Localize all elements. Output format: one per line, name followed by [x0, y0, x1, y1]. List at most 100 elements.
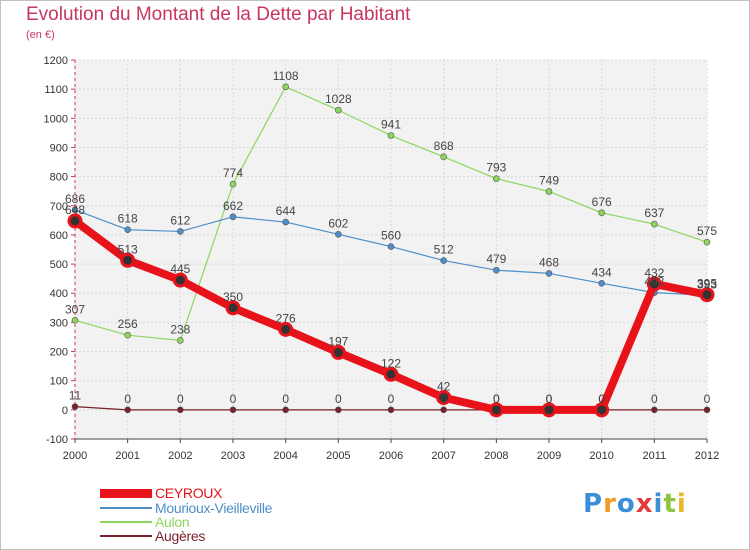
data-label-ceyroux: 0: [546, 392, 553, 406]
legend-item-aulon: Aulon: [100, 514, 190, 530]
data-point-aulon: [703, 238, 711, 246]
data-point-mourioux-vieilleville: [545, 270, 553, 277]
data-label-aulon: 774: [223, 166, 243, 180]
data-point-ceyroux: [225, 300, 241, 316]
data-label-aulon: 238: [170, 322, 190, 336]
y-tick-label: 700: [50, 201, 68, 213]
data-point-aulon: [124, 331, 131, 339]
proxiti-logo: Proxiti: [583, 489, 687, 519]
x-tick-label: 2005: [326, 450, 350, 462]
legend-label-augeres: Augères: [155, 528, 206, 544]
data-point-aug-res: [177, 406, 184, 414]
data-label-mourioux-vieilleville: 662: [223, 199, 243, 213]
data-label-aug-res: 0: [282, 392, 289, 406]
data-point-ceyroux: [120, 252, 136, 268]
data-label-mourioux-vieilleville: 560: [381, 229, 401, 243]
y-tick-label: -100: [46, 434, 68, 446]
legend-item-ceyroux: CEYROUX: [100, 485, 222, 501]
data-label-mourioux-vieilleville: 479: [486, 252, 506, 266]
data-point-ceyroux: [278, 321, 294, 337]
data-point-aug-res: [229, 406, 237, 414]
legend-swatch-mourioux-vieilleville: [100, 507, 152, 509]
data-label-ceyroux: 0: [598, 392, 605, 406]
y-tick-label: 600: [50, 230, 68, 242]
data-point-mourioux-vieilleville: [282, 218, 289, 226]
data-label-aug-res: 0: [124, 392, 131, 406]
data-point-mourioux-vieilleville: [598, 280, 605, 287]
data-label-mourioux-vieilleville: 468: [539, 255, 559, 269]
data-point-aulon: [651, 220, 658, 228]
data-point-mourioux-vieilleville: [124, 226, 131, 233]
data-point-ceyroux: [383, 366, 399, 382]
x-tick-label: 2003: [221, 450, 245, 462]
y-tick-label: 100: [50, 376, 68, 388]
logo-letter: P: [583, 489, 604, 519]
data-label-mourioux-vieilleville: 612: [170, 213, 190, 227]
data-point-aulon: [282, 83, 289, 91]
x-tick-label: 2001: [115, 450, 139, 462]
x-tick-label: 2008: [484, 450, 508, 462]
data-point-ceyroux: [646, 276, 662, 292]
data-point-aug-res: [282, 406, 289, 414]
x-tick-label: 2000: [63, 450, 87, 462]
data-label-aug-res: 0: [335, 392, 342, 406]
x-tick-label: 2012: [695, 450, 719, 462]
x-tick-label: 2009: [537, 450, 561, 462]
data-label-aug-res: 0: [704, 392, 711, 406]
data-point-ceyroux: [67, 213, 83, 229]
data-point-aug-res: [651, 406, 658, 414]
data-point-ceyroux: [488, 402, 504, 418]
data-label-aulon: 1028: [325, 92, 352, 106]
data-label-ceyroux: 42: [437, 380, 451, 394]
data-label-aug-res: 0: [493, 392, 500, 406]
data-label-aug-res: 0: [598, 392, 605, 406]
data-point-aug-res: [335, 406, 342, 414]
y-tick-label: 800: [50, 172, 68, 184]
data-label-ceyroux: 648: [65, 203, 85, 217]
data-point-ceyroux: [172, 272, 188, 288]
data-label-aug-res: 0: [546, 392, 553, 406]
data-label-aug-res: 11: [69, 389, 82, 403]
legend-swatch-aulon: [100, 521, 152, 523]
data-label-aug-res: 0: [388, 392, 395, 406]
data-point-mourioux-vieilleville: [229, 213, 237, 221]
legend-swatch-augeres: [100, 535, 152, 537]
data-point-ceyroux: [594, 402, 610, 418]
data-label-aulon: 749: [539, 173, 559, 187]
data-label-ceyroux: 0: [493, 392, 500, 406]
data-label-ceyroux: 350: [223, 290, 243, 304]
data-label-mourioux-vieilleville: 602: [328, 216, 348, 230]
data-point-aulon: [335, 106, 342, 114]
data-label-mourioux-vieilleville: 434: [592, 265, 612, 279]
y-tick-label: 1200: [44, 55, 68, 67]
logo-letter: t: [663, 489, 677, 519]
data-point-mourioux-vieilleville: [177, 228, 184, 235]
data-point-aulon: [71, 317, 79, 324]
data-label-ceyroux: 395: [697, 277, 717, 291]
data-point-ceyroux: [436, 390, 452, 406]
data-label-ceyroux: 197: [328, 334, 348, 348]
legend-label-mourioux-vieilleville: Mourioux-Vieilleville: [155, 500, 273, 516]
data-label-aug-res: 0: [177, 392, 184, 406]
logo-letter: o: [616, 489, 636, 519]
data-label-aulon: 256: [118, 317, 138, 331]
data-point-aulon: [493, 175, 500, 182]
data-label-aulon: 941: [381, 118, 401, 132]
data-label-aulon: 637: [644, 206, 664, 220]
y-tick-label: 0: [62, 405, 68, 417]
legend-swatch-ceyroux: [100, 488, 152, 498]
data-point-aug-res: [387, 406, 395, 414]
x-tick-label: 2007: [431, 450, 455, 462]
data-point-ceyroux: [541, 402, 557, 418]
data-label-ceyroux: 445: [170, 262, 190, 276]
y-tick-label: 900: [50, 142, 68, 154]
logo-letter: x: [635, 489, 654, 519]
data-point-aug-res: [71, 403, 79, 410]
data-point-mourioux-vieilleville: [335, 231, 342, 238]
data-point-aulon: [387, 132, 395, 139]
data-point-aulon: [229, 180, 237, 188]
legend-label-aulon: Aulon: [155, 514, 190, 530]
data-label-mourioux-vieilleville: 644: [276, 204, 296, 218]
data-point-mourioux-vieilleville: [387, 243, 395, 250]
